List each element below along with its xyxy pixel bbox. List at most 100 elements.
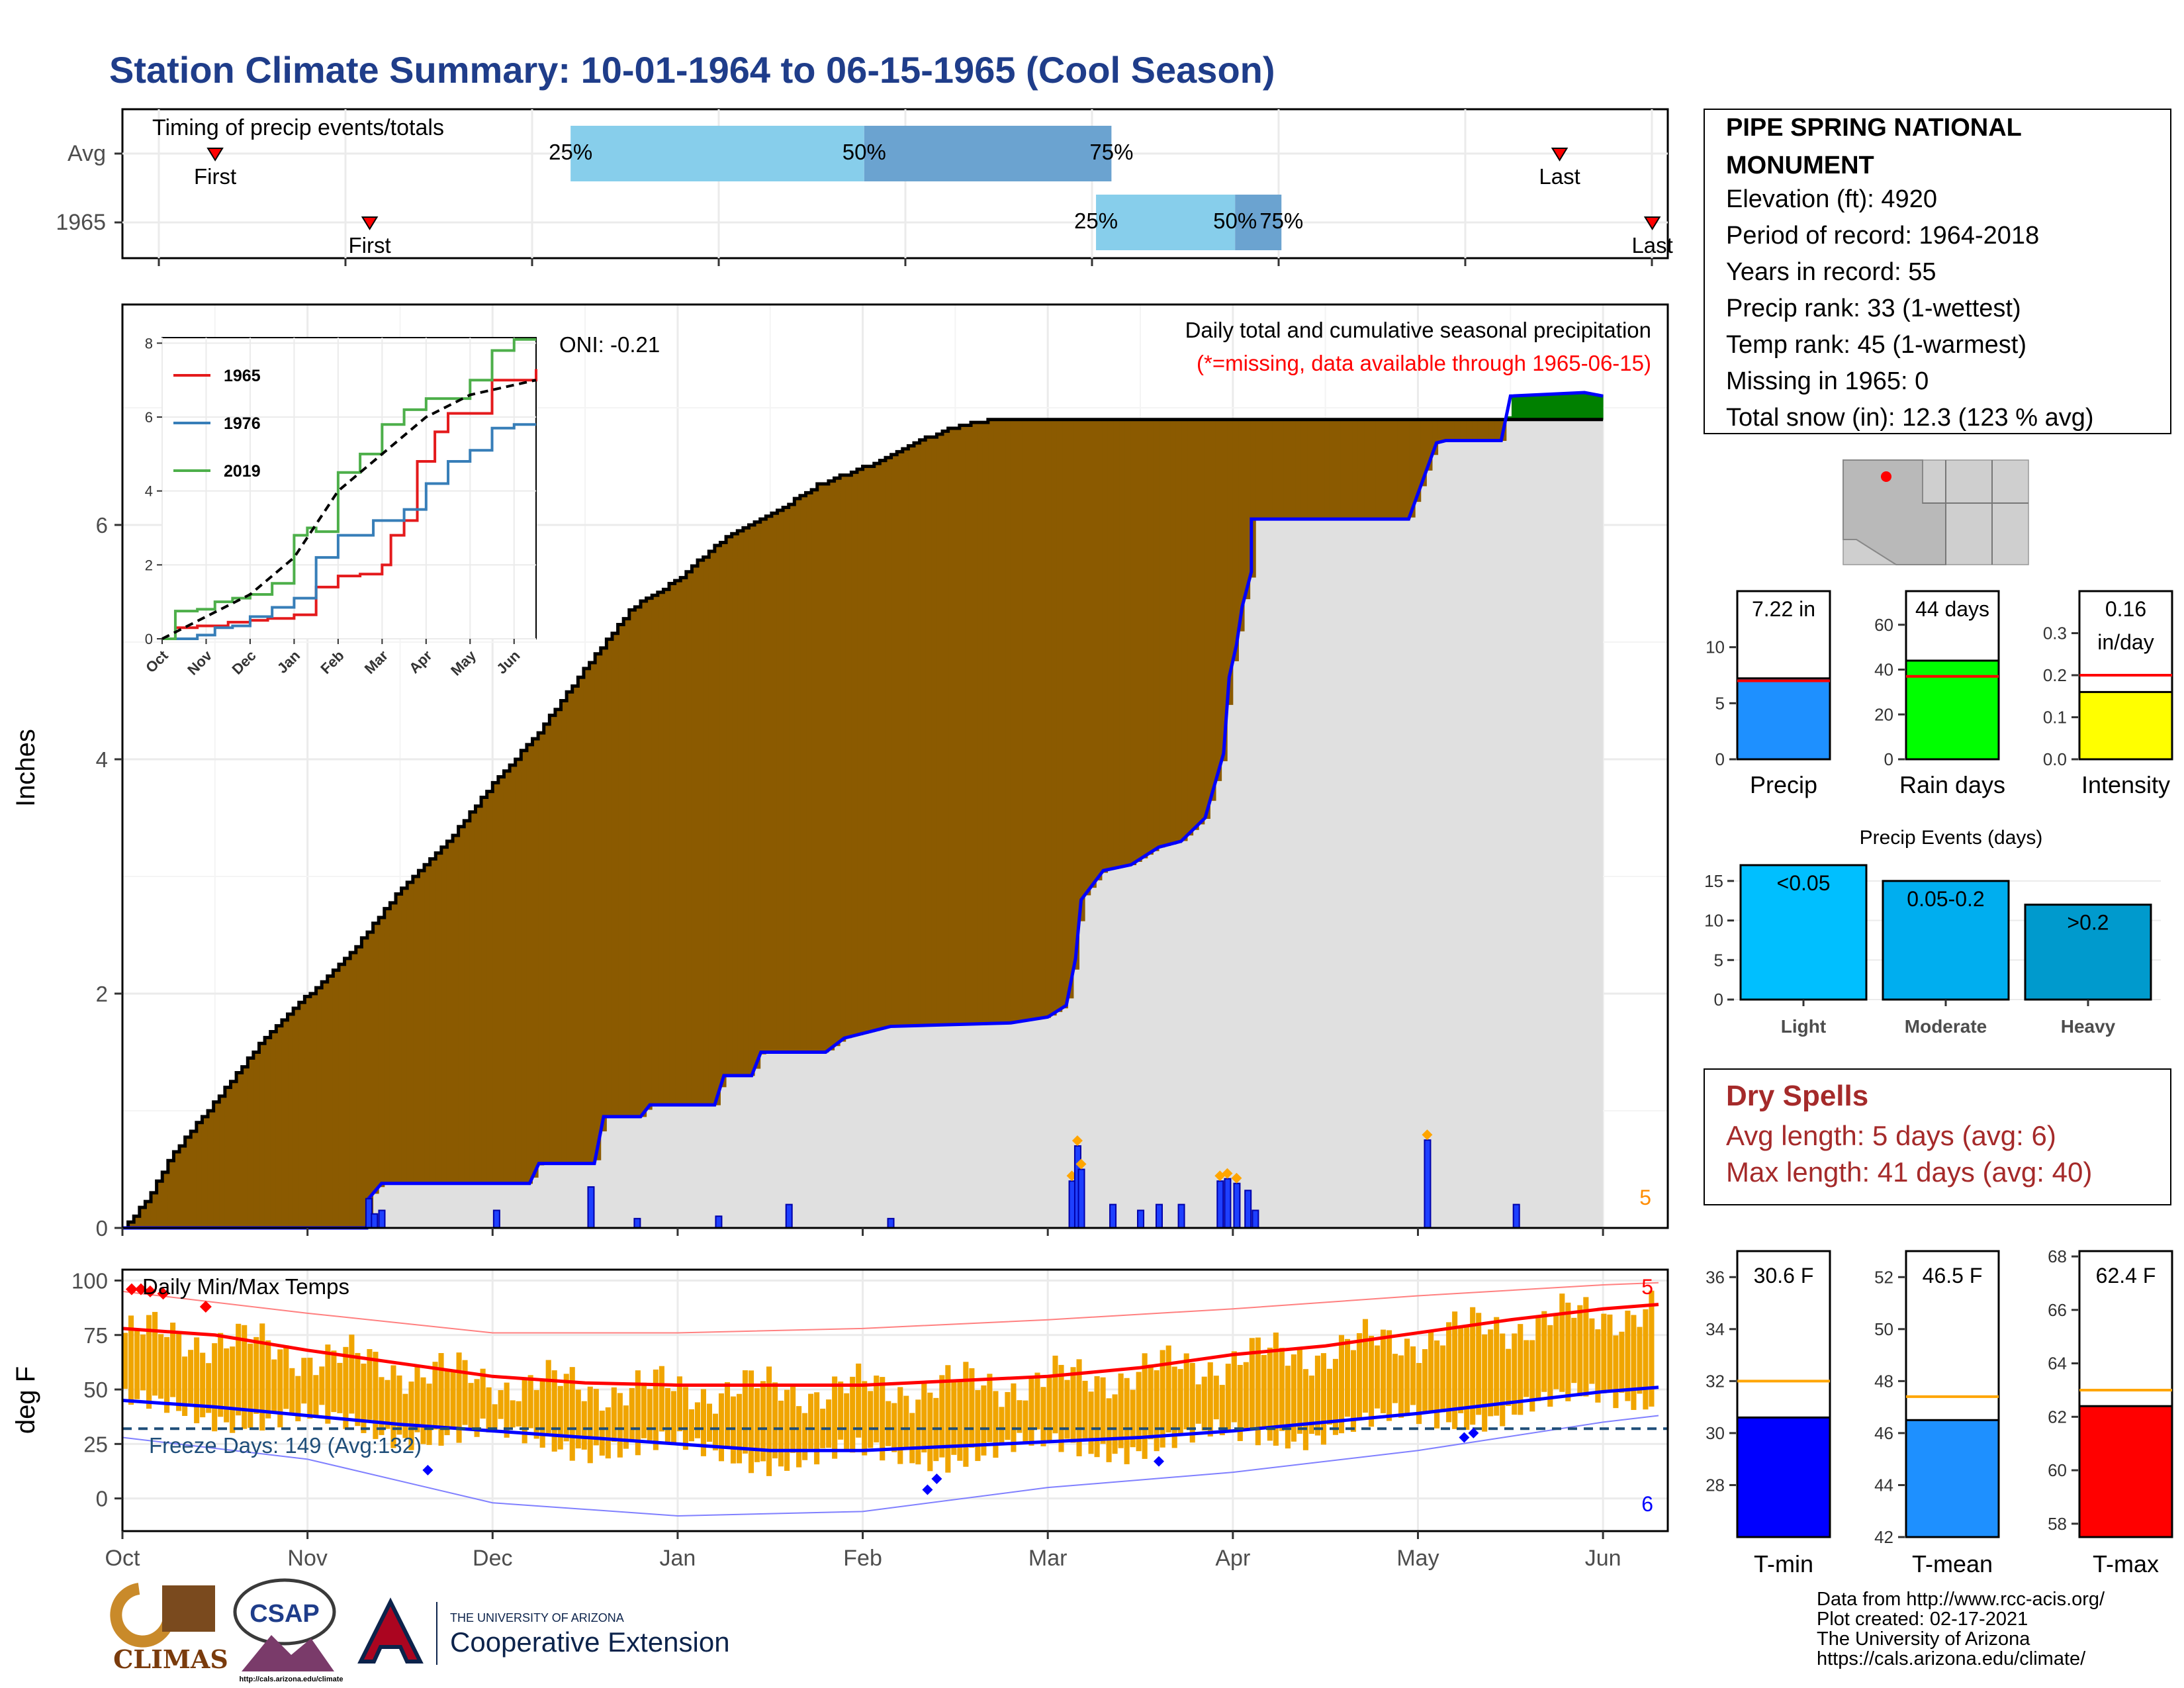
temp-daily-bar [1028,1376,1034,1446]
temp-daily-bar [1023,1400,1028,1442]
temp-daily-bar [1124,1378,1130,1464]
timing-bar-50-75 [1235,195,1282,250]
temp-daily-bar [1165,1345,1171,1433]
timing-last-label: Last [1539,164,1580,189]
total-y-tick-label: 40 [1874,660,1893,680]
temp-daily-bar [1219,1385,1225,1436]
inset-legend-label: 1965 [224,367,261,385]
tempsum-bar-1 [1905,1419,2000,1538]
station-name-line1: PIPE SPRING NATIONAL [1726,114,2022,142]
climas-swoosh [110,1583,175,1648]
precip-y-tick-label: 0 [96,1216,108,1241]
precip-daily-bar [1512,1203,1520,1229]
temp-daily-bar [390,1365,396,1448]
station-name-line2: MONUMENT [1726,152,1874,179]
total-y-tick-label: 0.3 [2043,624,2067,643]
temp-daily-bar [510,1400,516,1428]
temp-x-tick-label: Oct [105,1546,140,1571]
inset-legend: 1965 1976 2019 [173,367,261,481]
temp-daily-bar [1005,1391,1011,1440]
precip-events-title: Precip Events (days) [1860,827,2043,849]
temp-record-low-marker [931,1474,942,1484]
tempsum-value-label: 46.5 F [1923,1264,1983,1288]
temp-daily-bar [754,1388,760,1462]
precip-daily-bar [1137,1209,1145,1229]
temp-daily-bar [1392,1354,1398,1403]
precip-below-area [122,419,1604,1229]
inset-line-1965 [162,369,537,640]
temp-daily-bar [462,1360,468,1425]
precip-y-tick-label: 2 [96,982,108,1006]
temp-daily-bar [927,1392,933,1472]
precip-daily-bar [1077,1168,1085,1229]
temp-daily-bar [617,1393,623,1458]
temp-daily-bar [1243,1362,1249,1429]
total-y-tick-label: 0.1 [2043,708,2067,727]
inset-grid [161,338,536,639]
temp-daily-bar [414,1365,420,1432]
tempsum-y-tick-label: 64 [2048,1354,2067,1374]
temp-daily-bar [373,1352,379,1439]
precip-y-tick-label: 4 [96,747,108,772]
total-y-tick-label: 5 [1715,693,1725,713]
tempsum-y-tick-label: 48 [1874,1371,1893,1391]
temp-daily-bar [1118,1373,1124,1448]
temp-daily-bar [963,1362,969,1467]
temp-daily-bar [242,1325,248,1429]
total-y-tick-label: 0.2 [2043,665,2067,685]
inset-line-1976 [162,423,536,640]
temp-daily-bar [1076,1359,1082,1456]
temp-daily-bar [319,1366,325,1405]
temp-record-max-line [122,1282,1659,1334]
temp-daily-bar [1034,1372,1040,1430]
precip-y-tick-label: 6 [96,513,108,538]
inset-y-tick-label: 6 [145,409,153,426]
temp-daily-bar [1237,1364,1243,1441]
temp-daily-bar [563,1374,569,1442]
temp-daily-bar [1207,1362,1213,1437]
temp-daily-bar [623,1405,629,1449]
temp-daily-bar [1142,1353,1148,1459]
footer-line: Data from http://www.rcc-acis.org/ [1817,1589,2105,1610]
events-category-label: Moderate [1905,1016,1987,1037]
temp-daily-bar [957,1381,963,1461]
precip-daily-marker [1222,1168,1233,1179]
precip-daily-bar [785,1203,793,1229]
freeze-days-label: Freeze Days: 149 (Avg:132) [149,1433,422,1458]
temp-daily-bar [1529,1340,1535,1412]
temp-daily-bar [432,1362,438,1430]
station-info-line: Period of record: 1964-2018 [1726,222,2039,250]
total-value-label: in/day [2097,630,2154,654]
temp-daily-bar [182,1356,188,1417]
precip-y-label: Inches [11,729,40,807]
temp-chart-title: Daily Min/Max Temps [142,1274,349,1299]
temp-daily-bar [230,1346,236,1433]
temp-daily-bar [945,1365,951,1473]
temp-daily-bar [337,1362,343,1413]
temp-daily-bar [361,1363,367,1433]
inset-line-average [161,379,537,640]
total-y-tick-label: 60 [1874,615,1893,635]
temp-record-low-marker [1459,1432,1470,1443]
inset-y-tick-label: 8 [145,335,153,352]
temp-daily-bar [325,1344,331,1424]
temp-daily-bar [438,1353,444,1446]
events-bar-1 [1882,880,2010,1001]
csap-cloud [233,1578,336,1646]
precip-x-axis [121,1228,1604,1236]
tempsum-y-tick-label: 46 [1874,1423,1893,1443]
events-bar-label: >0.2 [2067,911,2109,935]
tempsum-y-tick-label: 30 [1706,1423,1725,1443]
temp-daily-bar [832,1376,838,1459]
temp-daily-bar [128,1315,134,1405]
temp-record-low-marker [1153,1456,1164,1467]
temp-daily-bar [295,1376,301,1422]
temp-daily-bar [1261,1354,1267,1429]
temp-daily-bar [700,1389,707,1456]
station-info-line: Temp rank: 45 (1-warmest) [1726,331,2026,359]
temp-daily-bar [259,1323,265,1431]
temp-x-tick-label: May [1396,1546,1439,1571]
temp-lines [122,1282,1668,1517]
